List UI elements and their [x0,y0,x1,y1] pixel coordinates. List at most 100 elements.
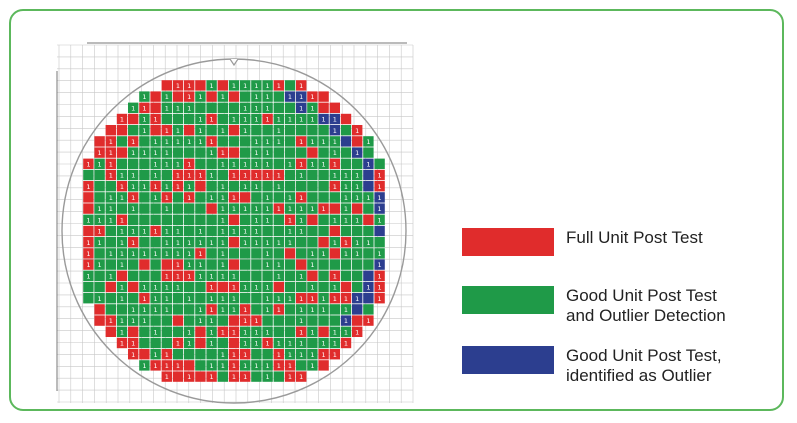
wafer-die [352,304,363,315]
wafer-die-label: 1 [355,216,359,224]
wafer-die-label: 1 [232,306,236,314]
wafer-die [307,91,318,102]
wafer-die [296,214,307,225]
wafer-die [307,147,318,158]
wafer-die [150,281,161,293]
wafer-die [307,259,318,270]
wafer-die [228,169,240,181]
wafer-die-label: 1 [333,272,337,280]
wafer-die [228,192,240,203]
wafer-die [94,315,105,326]
wafer-die-label: 1 [266,328,270,336]
wafer-die [161,214,172,225]
wafer-die [206,293,217,304]
wafer-die [273,349,284,360]
wafer-die [128,147,139,158]
wafer-die-label: 1 [266,93,270,101]
wafer-die [161,293,172,304]
wafer-die [240,304,251,315]
wafer-die-label: 1 [120,284,124,292]
wafer-die-label: 1 [221,295,225,303]
wafer-die [284,136,296,147]
wafer-die [262,214,273,225]
wafer-die-label: 1 [243,104,247,112]
wafer-die-label: 1 [378,216,382,224]
wafer-die [217,225,228,237]
wafer-die [139,248,150,259]
wafer-die [329,315,340,326]
wafer-die [228,102,240,113]
wafer-die [318,136,329,147]
wafer-die [240,315,251,326]
wafer-die-label: 1 [254,138,258,146]
wafer-die [128,125,139,136]
wafer-die [184,326,195,337]
wafer-die [318,349,329,360]
wafer-die [284,326,296,337]
wafer-die-label: 1 [198,172,202,180]
wafer-die-label: 1 [266,340,270,348]
wafer-die-label: 1 [120,261,124,269]
wafer-die-label: 1 [277,116,281,124]
wafer-die [195,91,206,102]
wafer-die-label: 1 [187,295,191,303]
wafer-die [352,136,363,147]
wafer-die [284,91,296,102]
wafer-die [374,203,385,214]
wafer-die [318,113,329,125]
wafer-die [161,225,172,237]
wafer-die [240,248,251,259]
wafer-die [206,169,217,181]
wafer-die-label: 1 [154,228,158,236]
wafer-die-label: 1 [165,228,169,236]
wafer-die [318,259,329,270]
wafer-die-label: 1 [142,104,146,112]
wafer-die [363,248,374,259]
wafer-die-label: 1 [299,160,303,168]
wafer-die [172,360,184,371]
wafer-die-label: 1 [310,295,314,303]
wafer-die [217,293,228,304]
wafer-die-label: 1 [355,183,359,191]
wafer-die-label: 1 [333,149,337,157]
wafer-die-label: 1 [310,104,314,112]
wafer-die [116,293,128,304]
wafer-die [206,349,217,360]
wafer-die [217,102,228,113]
wafer-die [273,259,284,270]
wafer-die-label: 1 [299,295,303,303]
wafer-die-label: 1 [277,351,281,359]
wafer-die [195,80,206,91]
wafer-die [116,136,128,147]
wafer-die [352,181,363,192]
wafer-die [273,248,284,259]
wafer-die-label: 1 [344,306,348,314]
wafer-die [217,304,228,315]
wafer-die-label: 1 [288,340,292,348]
legend-item-full-unit: Full Unit Post Test [462,228,703,256]
wafer-die [184,225,195,237]
wafer-die-label: 1 [344,172,348,180]
wafer-die [94,248,105,259]
wafer-die [105,181,116,192]
wafer-die-label: 1 [288,373,292,381]
wafer-die-label: 1 [210,295,214,303]
wafer-die-label: 1 [355,172,359,180]
wafer-die-label: 1 [165,362,169,370]
wafer-die [172,304,184,315]
wafer-die [262,237,273,248]
wafer-die-label: 1 [176,183,180,191]
wafer-die [195,326,206,337]
wafer-die-label: 1 [266,216,270,224]
wafer-die [262,248,273,259]
wafer-die [284,169,296,181]
wafer-die-label: 1 [333,160,337,168]
wafer-die-label: 1 [299,340,303,348]
wafer-die-label: 1 [210,116,214,124]
wafer-die-label: 1 [243,328,247,336]
wafer-die [340,248,352,259]
wafer-die-label: 1 [254,183,258,191]
wafer-die [329,169,340,181]
wafer-die-label: 1 [378,172,382,180]
wafer-die [94,237,105,248]
